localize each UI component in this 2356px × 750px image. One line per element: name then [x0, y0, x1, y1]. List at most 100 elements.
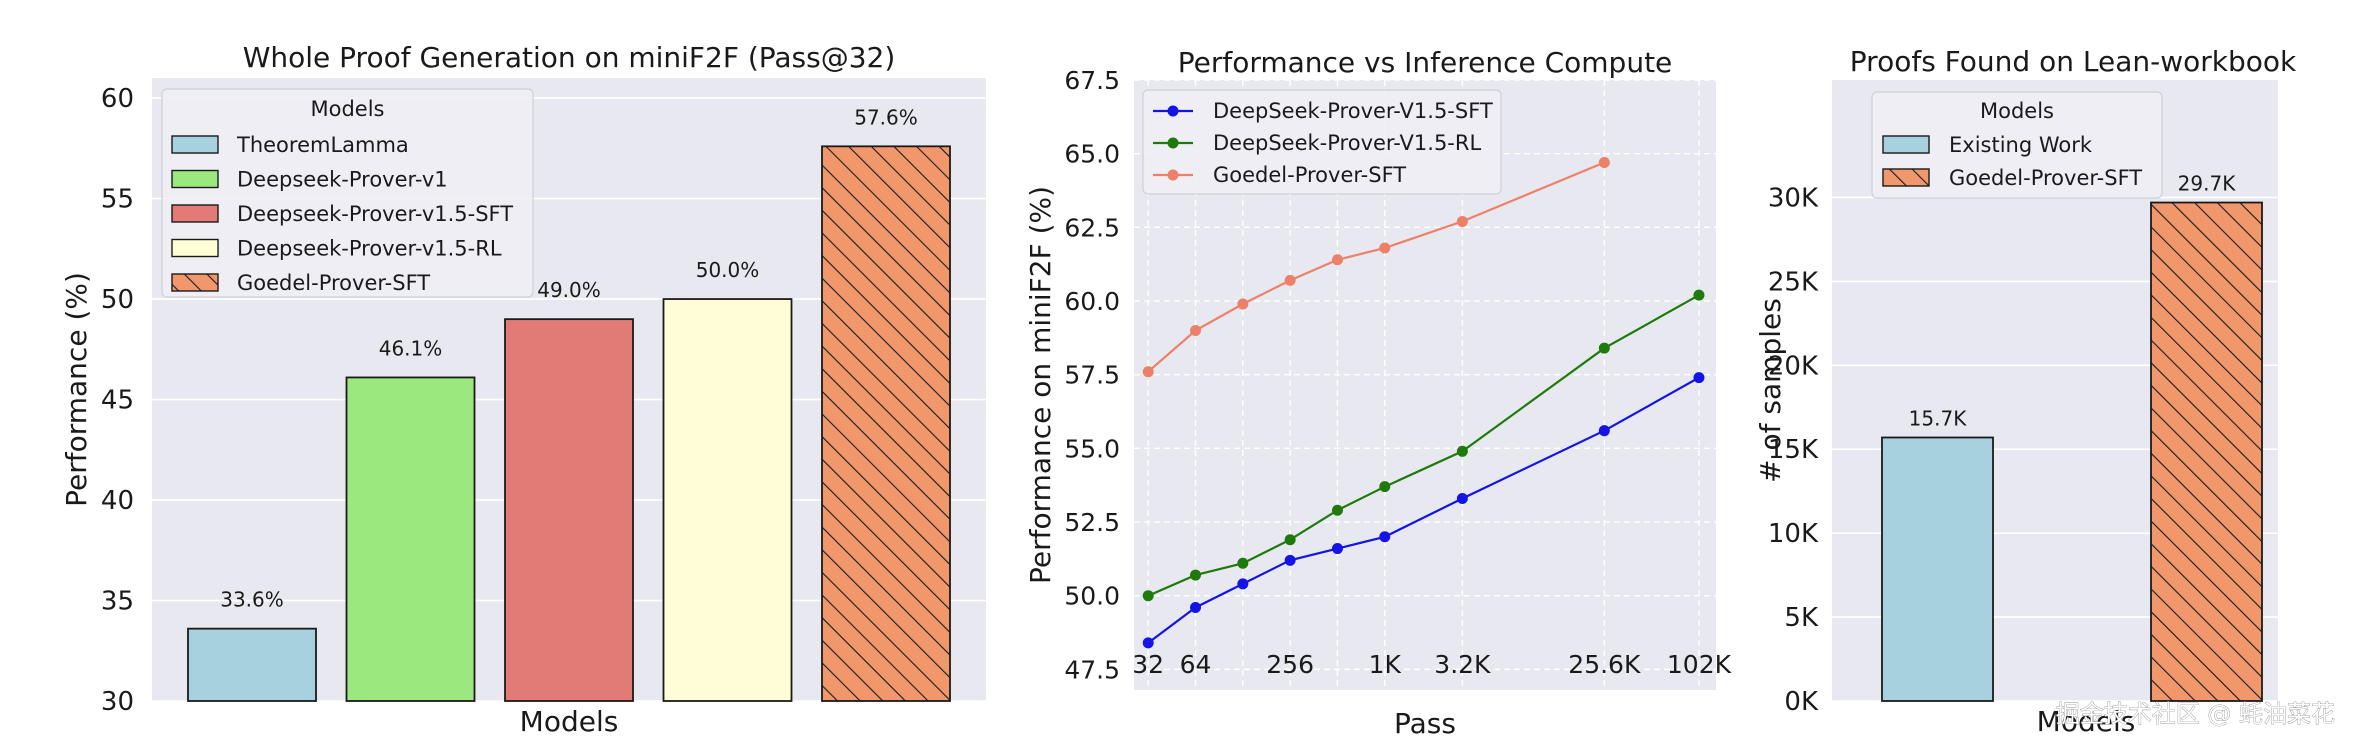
data-point: [1379, 531, 1391, 543]
legend-box-1: [161, 88, 534, 298]
bar-deepseek-prover-v1: [345, 376, 476, 702]
data-point: [1456, 492, 1468, 504]
y-tick-label: 45: [101, 386, 134, 416]
y-tick-label: 40: [101, 486, 134, 516]
legend-title-3: Models: [1980, 99, 2054, 123]
y-tick-label: 30: [101, 687, 134, 717]
bar-value-label: 57.6%: [854, 105, 918, 129]
y-tick-label: 15K: [1768, 435, 1819, 465]
y-tick-label: 20K: [1768, 351, 1819, 381]
legend-marker: [1167, 137, 1179, 149]
data-point: [1331, 254, 1343, 266]
chart-title-3: Proofs Found on Lean-workbook: [1850, 45, 2297, 78]
bar-existing-work: [1881, 436, 1994, 702]
data-point: [1456, 445, 1468, 457]
bar-value-label: 50.0%: [696, 258, 760, 282]
y-tick-label: 5K: [1784, 603, 1819, 633]
legend-entry: Existing Work: [1949, 133, 2093, 157]
data-point: [1284, 274, 1296, 286]
y-tick-label: 50: [101, 285, 134, 315]
y-tick-label: 35: [101, 587, 134, 617]
x-tick-label: 25.6K: [1568, 650, 1641, 679]
legend-entry: DeepSeek-Prover-V1.5-RL: [1213, 131, 1481, 155]
data-point: [1190, 569, 1202, 581]
y-tick-label: 57.5: [1064, 361, 1120, 390]
y-tick-label: 60: [101, 84, 134, 114]
y-tick-label: 65.0: [1064, 140, 1120, 169]
data-point: [1190, 601, 1202, 613]
legend-swatch: [171, 169, 219, 189]
data-point: [1142, 590, 1154, 602]
legend-title-1: Models: [311, 97, 385, 121]
y-tick-label: 30K: [1768, 183, 1819, 213]
legend-box-3: [1871, 91, 2163, 199]
y-tick-label: 52.5: [1064, 508, 1120, 537]
data-point: [1331, 504, 1343, 516]
y-axis-label-2: Performance on miniF2F (%): [1024, 186, 1057, 584]
data-point: [1331, 543, 1343, 555]
legend-swatch: [171, 204, 219, 223]
chart-title-1: Whole Proof Generation on miniF2F (Pass@…: [243, 41, 896, 74]
y-tick-label: 50.0: [1064, 582, 1120, 611]
bar-goedel-prover-sft: [2150, 201, 2263, 702]
bar-goedel-prover-sft: [821, 145, 951, 702]
y-tick-label: 60.0: [1064, 287, 1120, 316]
data-point: [1237, 298, 1249, 310]
bar-deepseek-prover-v1-5-rl: [662, 298, 793, 702]
legend-swatch: [171, 135, 219, 154]
y-tick-label: 47.5: [1064, 655, 1120, 684]
watermark-text: 掘金技术社区 @ 蚝油菜花: [2056, 700, 2335, 728]
data-point: [1693, 372, 1705, 384]
x-tick-label: 102K: [1667, 650, 1732, 679]
y-tick-label: 0K: [1784, 687, 1819, 717]
y-tick-label: 62.5: [1064, 213, 1120, 242]
legend-entry: Deepseek-Prover-v1.5-RL: [237, 237, 502, 261]
legend-box-2: [1142, 89, 1502, 195]
legend-swatch: [1882, 135, 1930, 154]
bar-value-label: 15.7K: [1909, 406, 1968, 430]
legend-entry: TheoremLamma: [236, 133, 409, 157]
bar-value-label: 49.0%: [537, 278, 601, 302]
y-tick-label: 67.5: [1064, 66, 1120, 95]
data-point: [1237, 557, 1249, 569]
bar-deepseek-prover-v1-5-sft: [504, 318, 634, 702]
bar-value-label: 29.7K: [2178, 172, 2237, 196]
x-axis-label-3: Models: [2037, 705, 2136, 738]
x-tick-label: 32: [1132, 650, 1164, 679]
data-point: [1456, 215, 1468, 227]
data-point: [1693, 289, 1705, 301]
legend-entry: Goedel-Prover-SFT: [237, 271, 430, 295]
data-point: [1237, 578, 1249, 590]
x-tick-label: 1K: [1369, 650, 1402, 679]
bar-value-label: 46.1%: [379, 336, 443, 360]
data-point: [1598, 342, 1610, 354]
bar-value-label: 33.6%: [220, 588, 284, 612]
legend-entry: Goedel-Prover-SFT: [1213, 163, 1406, 187]
x-tick-label: 256: [1266, 650, 1314, 679]
chart-title-2: Performance vs Inference Compute: [1178, 46, 1673, 79]
legend-swatch: [1882, 168, 1930, 187]
y-tick-label: 55.0: [1064, 434, 1120, 463]
data-point: [1379, 242, 1391, 254]
x-axis-label-2: Pass: [1394, 707, 1456, 740]
legend-entry: Goedel-Prover-SFT: [1949, 166, 2142, 190]
legend-entry: Deepseek-Prover-v1.5-SFT: [237, 202, 513, 226]
data-point: [1190, 324, 1202, 336]
x-tick-label: 64: [1180, 650, 1212, 679]
y-tick-label: 55: [101, 185, 134, 215]
y-axis-label-1: Performance (%): [60, 272, 93, 507]
y-tick-label: 10K: [1768, 519, 1819, 549]
data-point: [1598, 425, 1610, 437]
legend-swatch: [171, 273, 219, 292]
y-tick-label: 25K: [1768, 267, 1819, 297]
data-point: [1598, 157, 1610, 169]
data-point: [1142, 366, 1154, 378]
legend-entry: Deepseek-Prover-v1: [237, 168, 448, 192]
legend-swatch: [171, 238, 219, 258]
legend-marker: [1167, 169, 1179, 181]
bar-theoremlamma: [187, 627, 317, 702]
data-point: [1284, 554, 1296, 566]
series-line-goedel-prover-sft: [1147, 161, 1605, 373]
